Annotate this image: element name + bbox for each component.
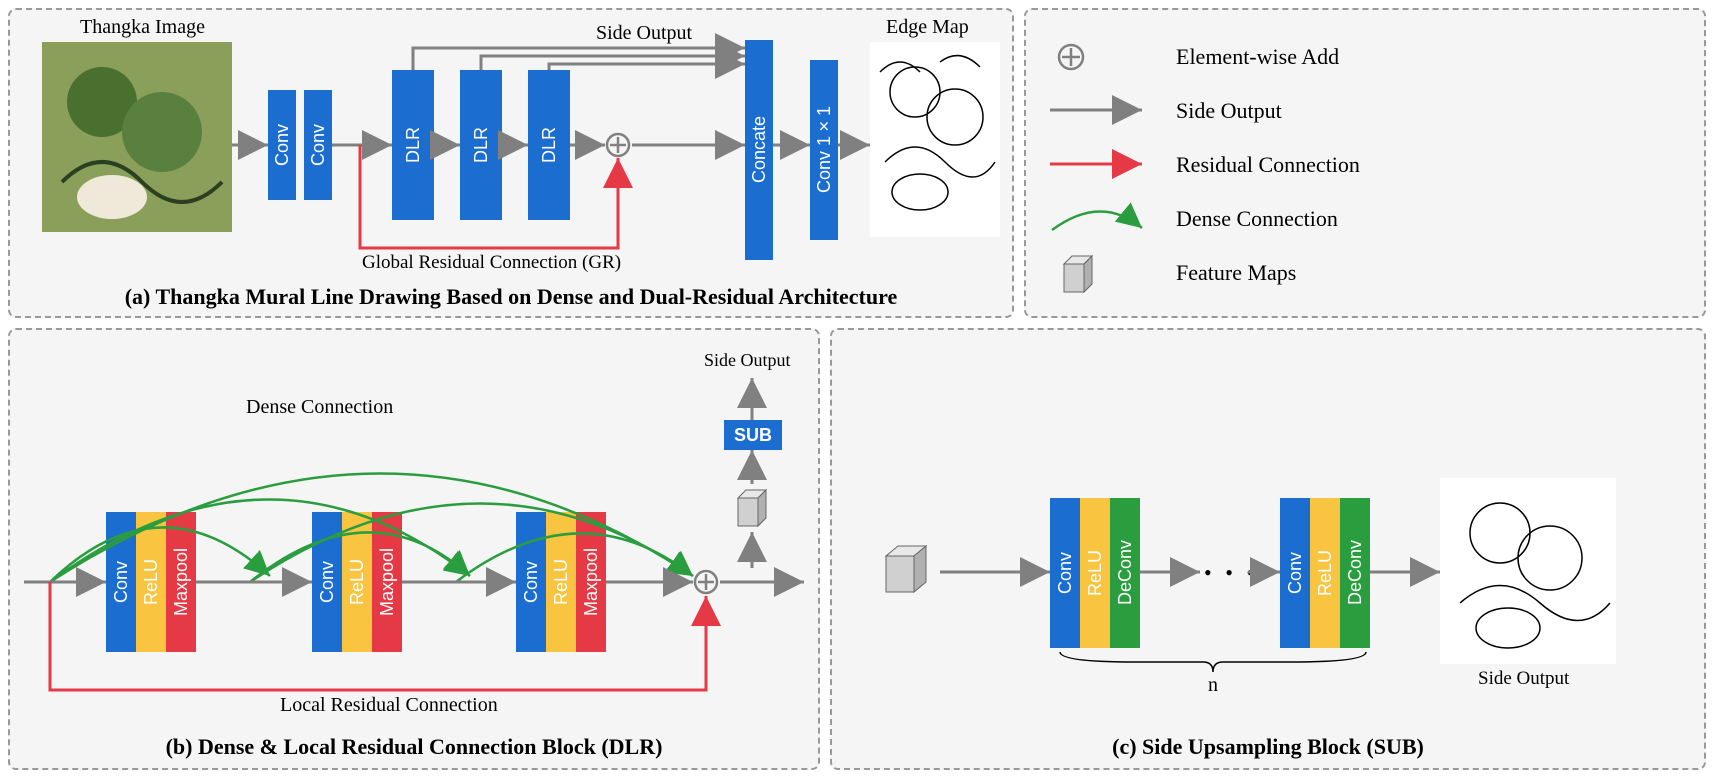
b-group1-conv-block: Conv [312,512,342,652]
conv1-label: Conv [272,124,293,166]
dots: • • • [1204,560,1258,586]
legend-label: Residual Connection [1176,152,1360,178]
plus-icon [605,132,631,158]
legend-label: Dense Connection [1176,206,1338,232]
b-group1-maxpool-block: Maxpool [372,512,402,652]
c-group0-conv-block: Conv [1050,498,1080,648]
b-group0-relu-block: ReLU [136,512,166,652]
gr-label: Global Residual Connection (GR) [362,252,621,274]
dlr1-block: DLR [392,70,434,220]
dense-label: Dense Connection [246,396,393,419]
output-image [870,42,1000,237]
legend-label: Side Output [1176,98,1282,124]
legend-label: Feature Maps [1176,260,1296,286]
legend-label: Element-wise Add [1176,44,1339,70]
c-group0-deconv-block: DeConv [1110,498,1140,648]
c-group1-relu-block: ReLU [1310,498,1340,648]
edge-map-label: Edge Map [886,16,969,39]
b-group2-conv-block: Conv [516,512,546,652]
side-output-label-a: Side Output [596,22,692,45]
input-image [42,42,232,232]
caption-a: (a) Thangka Mural Line Drawing Based on … [8,284,1014,310]
concate-block: Concate [745,40,773,260]
conv2-block: Conv [304,90,332,200]
c-group0-relu-block: ReLU [1080,498,1110,648]
side-output-label-c: Side Output [1478,668,1569,690]
b-group2-relu-block: ReLU [546,512,576,652]
caption-b: (b) Dense & Local Residual Connection Bl… [8,734,820,760]
concate-label: Concate [749,116,770,183]
side-output-image [1440,478,1616,664]
dlr2-block: DLR [460,70,502,220]
lr-label: Local Residual Connection [280,694,498,717]
c-group1-deconv-block: DeConv [1340,498,1370,648]
b-group2-maxpool-block: Maxpool [576,512,606,652]
conv2-label: Conv [308,124,329,166]
b-group0-conv-block: Conv [106,512,136,652]
b-group1-relu-block: ReLU [342,512,372,652]
cube-icon [730,486,774,530]
conv1x1-block: Conv 1×1 [810,60,838,240]
thangka-label: Thangka Image [80,16,205,39]
sub-block: SUB [724,420,782,450]
c-group1-conv-block: Conv [1280,498,1310,648]
b-group0-maxpool-block: Maxpool [166,512,196,652]
dlr3-block: DLR [528,70,570,220]
dlr3-label: DLR [539,127,560,163]
cube-icon [876,540,936,600]
dlr2-label: DLR [471,127,492,163]
n-label: n [1208,674,1218,697]
plus-icon [693,569,719,595]
conv1x1-label: Conv 1×1 [814,106,835,193]
caption-c: (c) Side Upsampling Block (SUB) [830,734,1706,760]
conv1-block: Conv [268,90,296,200]
side-output-label-b: Side Output [704,350,791,371]
sub-label: SUB [734,425,772,446]
dlr1-label: DLR [403,127,424,163]
